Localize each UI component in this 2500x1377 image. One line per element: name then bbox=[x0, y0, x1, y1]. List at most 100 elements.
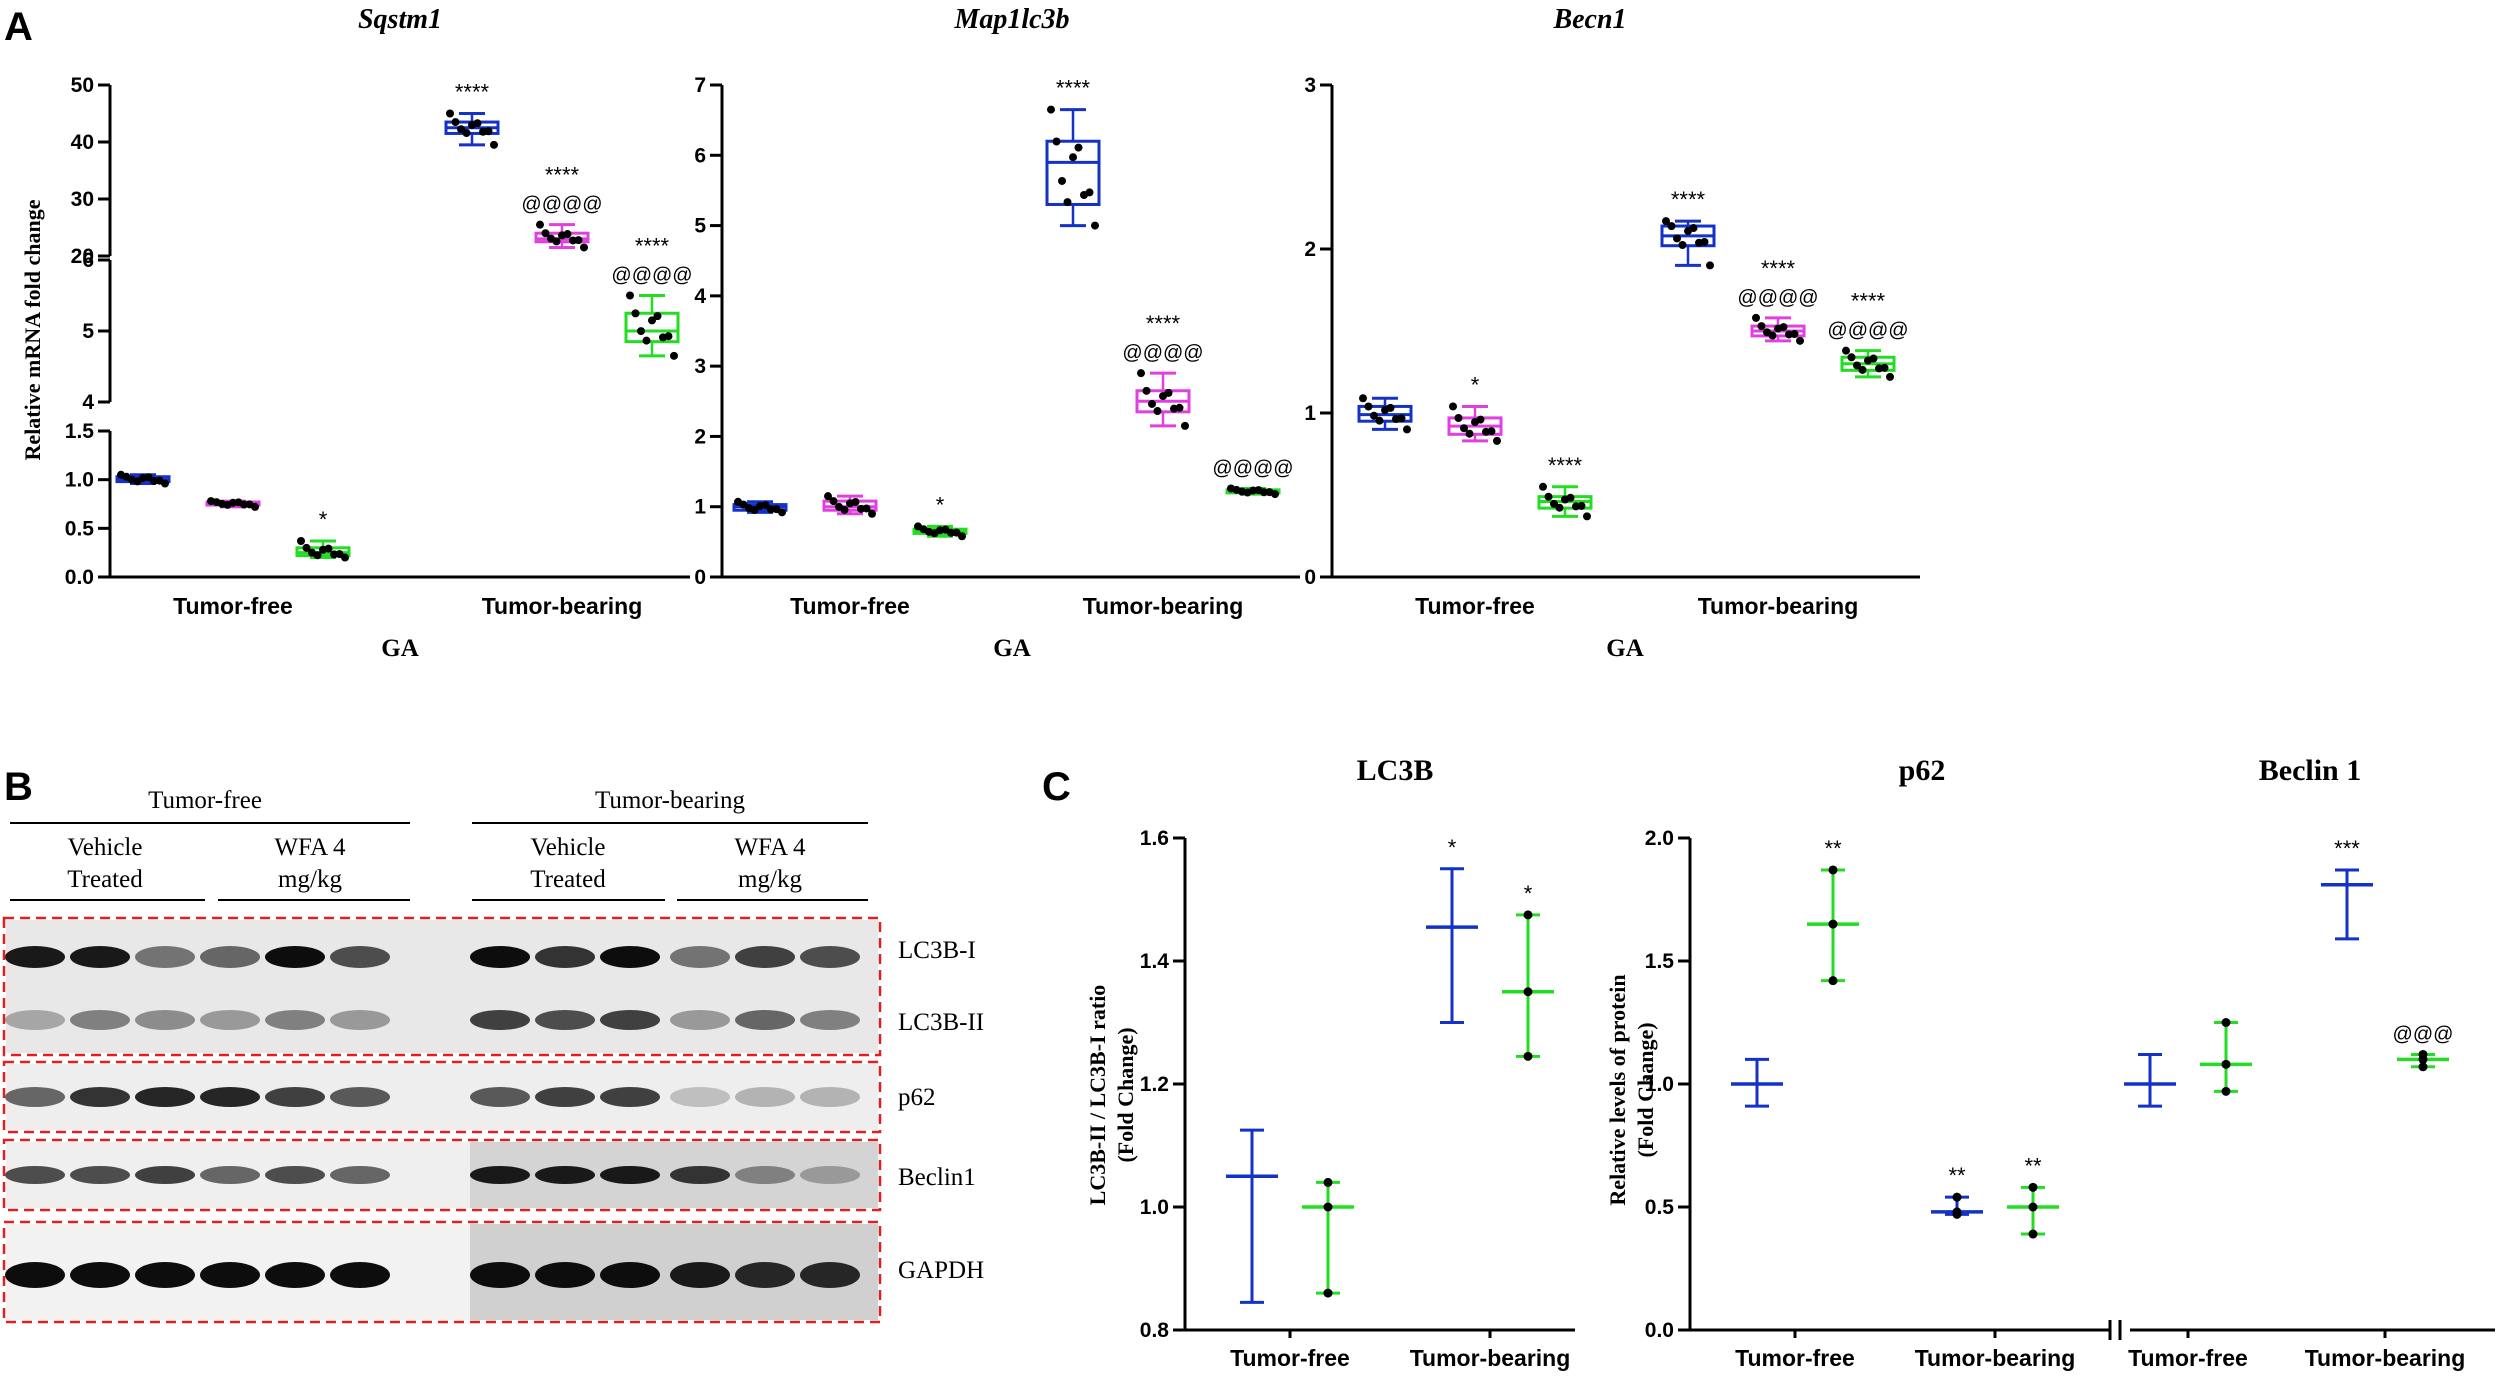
data-point bbox=[324, 544, 333, 553]
blot-band bbox=[600, 1087, 660, 1107]
blot-band bbox=[200, 1010, 260, 1030]
data-point bbox=[473, 119, 482, 128]
y-tick-label: 50 bbox=[71, 74, 94, 97]
x-category-label: Tumor-bearing bbox=[1698, 593, 1859, 619]
data-point bbox=[1085, 188, 1094, 197]
y-tick-label: 1 bbox=[694, 496, 706, 519]
blot-frame-gapdh bbox=[2, 1220, 882, 1324]
data-point bbox=[341, 553, 349, 562]
data-point bbox=[1952, 1192, 1962, 1202]
data-point bbox=[778, 508, 786, 517]
blot-group-tumor-bearing: Tumor-bearing bbox=[595, 787, 745, 814]
x-category-label: Tumor-bearing bbox=[482, 593, 643, 619]
data-point bbox=[631, 309, 640, 318]
data-point bbox=[1667, 222, 1676, 231]
data-point bbox=[1847, 353, 1856, 362]
data-point bbox=[451, 118, 460, 127]
data-point bbox=[1700, 237, 1709, 246]
data-point bbox=[1577, 501, 1586, 510]
data-point bbox=[446, 109, 454, 118]
blot-band bbox=[200, 1166, 260, 1184]
x-category-label: Tumor-bearing bbox=[1410, 1345, 1571, 1371]
data-point bbox=[1886, 372, 1894, 381]
x-category-label: Tumor-bearing bbox=[2305, 1345, 2466, 1371]
data-point bbox=[2221, 1018, 2231, 1027]
blot-treatment-label: Treated bbox=[67, 866, 143, 893]
data-point bbox=[1853, 361, 1861, 370]
significance-label: * bbox=[936, 492, 945, 517]
blot-band bbox=[535, 946, 595, 968]
data-point bbox=[868, 509, 876, 518]
data-point bbox=[1757, 322, 1766, 331]
significance-label: @@@@ bbox=[1212, 457, 1293, 479]
x-axis-label-ga-2: GA bbox=[993, 635, 1031, 662]
data-point bbox=[580, 243, 588, 252]
blot-treatment-label: WFA 4 bbox=[734, 834, 806, 861]
significance-label: @@@@ bbox=[521, 194, 602, 216]
blot-bands bbox=[5, 920, 878, 1320]
data-point bbox=[1555, 503, 1564, 512]
data-point bbox=[1493, 436, 1501, 445]
blot-band bbox=[600, 1262, 660, 1288]
data-point bbox=[1323, 1177, 1333, 1187]
data-point bbox=[297, 536, 305, 545]
blot-band bbox=[200, 1087, 260, 1107]
data-point bbox=[2028, 1182, 2038, 1192]
blot-band bbox=[70, 946, 130, 968]
panel-letter-c: C bbox=[1042, 765, 1071, 809]
blot-band bbox=[670, 1262, 730, 1288]
data-point bbox=[541, 229, 550, 238]
blot-band bbox=[330, 1262, 390, 1288]
blot-band bbox=[670, 1010, 730, 1030]
y-tick-label: 2 bbox=[1304, 238, 1316, 261]
data-point bbox=[1323, 1288, 1333, 1298]
blot-band bbox=[70, 1010, 130, 1030]
data-point bbox=[462, 129, 471, 138]
y-tick-label: 0 bbox=[694, 566, 706, 589]
x-category-label: Tumor-bearing bbox=[1915, 1345, 2076, 1371]
y-axis-label-lc3b-ratio: LC3B-II / LC3B-I ratio (Fold Change) bbox=[1085, 985, 1138, 1206]
data-point bbox=[750, 506, 759, 515]
x-axis-label-ga-1: GA bbox=[381, 635, 419, 662]
data-point bbox=[824, 492, 832, 501]
x-axis-label-ga-3: GA bbox=[1606, 635, 1644, 662]
significance-label: * bbox=[1448, 835, 1457, 860]
data-point bbox=[1449, 402, 1457, 411]
y-tick-label: 5 bbox=[82, 320, 94, 343]
blot-band bbox=[470, 1262, 530, 1288]
blot-band bbox=[800, 1262, 860, 1288]
blot-band bbox=[670, 1087, 730, 1107]
x-category-label: Tumor-free bbox=[173, 593, 293, 619]
significance-label: @@@@ bbox=[611, 265, 692, 287]
data-point bbox=[1386, 403, 1395, 412]
blot-row-label-lc3b-i: LC3B-I bbox=[898, 937, 976, 964]
blot-band bbox=[265, 1087, 325, 1107]
significance-label: ** bbox=[1824, 836, 1842, 861]
blot-band bbox=[265, 1166, 325, 1184]
x-category-label: Tumor-free bbox=[1230, 1345, 1350, 1371]
significance-label: **** bbox=[1548, 453, 1583, 478]
y-axis-label-protein-line2: (Fold Change) bbox=[1633, 1022, 1658, 1157]
blot-band bbox=[5, 1087, 65, 1107]
blot-band bbox=[5, 946, 65, 968]
blot-band bbox=[470, 946, 530, 968]
significance-label: **** bbox=[1056, 76, 1091, 101]
blot-band bbox=[70, 1262, 130, 1288]
data-point bbox=[1142, 386, 1151, 395]
blot-band bbox=[735, 1087, 795, 1107]
y-tick-label: 20 bbox=[71, 245, 94, 268]
blot-band bbox=[5, 1166, 65, 1184]
data-point bbox=[1058, 176, 1066, 185]
blot-treatment-label: mg/kg bbox=[738, 866, 802, 893]
x-category-label: Tumor-free bbox=[1415, 593, 1535, 619]
data-point bbox=[958, 532, 966, 541]
y-tick-label: 0.8 bbox=[1140, 1319, 1170, 1342]
blot-band bbox=[330, 946, 390, 968]
blot-band bbox=[535, 1262, 595, 1288]
y-tick-label: 2.0 bbox=[1645, 827, 1674, 850]
data-point bbox=[1271, 490, 1279, 499]
blot-treatment-label: WFA 4 bbox=[274, 834, 346, 861]
y-tick-label: 7 bbox=[694, 74, 706, 97]
y-tick-label: 1 bbox=[1304, 402, 1316, 425]
